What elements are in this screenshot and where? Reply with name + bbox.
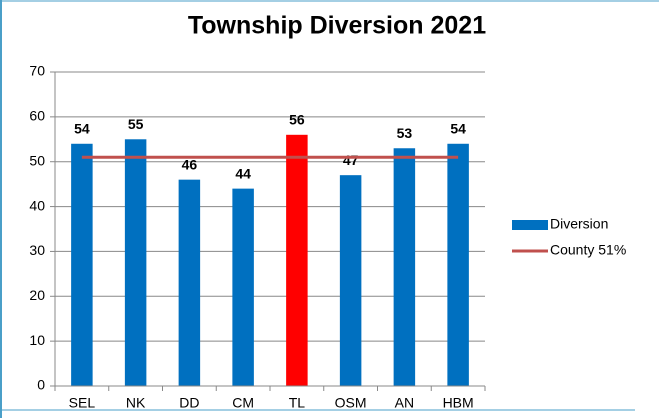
data-label: 54 <box>74 120 90 136</box>
data-label: 46 <box>182 156 198 172</box>
bar <box>178 179 201 386</box>
x-tick-label: HBM <box>443 395 474 411</box>
data-label: 47 <box>343 152 359 168</box>
bar <box>232 188 254 386</box>
bar <box>286 134 308 386</box>
data-label: 56 <box>289 112 305 128</box>
x-tick-label: NK <box>126 395 146 411</box>
legend-label: County 51% <box>550 242 626 258</box>
x-tick-label: CM <box>232 395 254 411</box>
data-label: 53 <box>397 125 413 141</box>
bar <box>124 139 147 386</box>
x-tick-label: TL <box>289 395 306 411</box>
data-label: 55 <box>128 116 144 132</box>
y-tick-label: 50 <box>29 152 45 168</box>
bar <box>339 175 362 386</box>
x-tick-label: DD <box>179 395 199 411</box>
y-tick-label: 0 <box>37 377 45 393</box>
data-label: 44 <box>235 165 251 181</box>
legend-label: Diversion <box>550 216 608 232</box>
y-tick-label: 60 <box>29 108 45 124</box>
bar <box>71 143 93 386</box>
y-tick-label: 70 <box>29 63 45 79</box>
bar <box>393 148 416 386</box>
chart-title: Township Diversion 2021 <box>188 12 486 40</box>
x-tick-label: OSM <box>335 395 367 411</box>
x-tick-label: AN <box>395 395 414 411</box>
y-tick-label: 30 <box>29 242 45 258</box>
data-label: 54 <box>450 120 466 136</box>
y-tick-label: 20 <box>29 287 45 303</box>
y-tick-label: 40 <box>29 197 45 213</box>
bar <box>447 143 469 386</box>
y-tick-label: 10 <box>29 332 45 348</box>
legend-swatch <box>512 220 548 230</box>
x-tick-label: SEL <box>69 395 96 411</box>
